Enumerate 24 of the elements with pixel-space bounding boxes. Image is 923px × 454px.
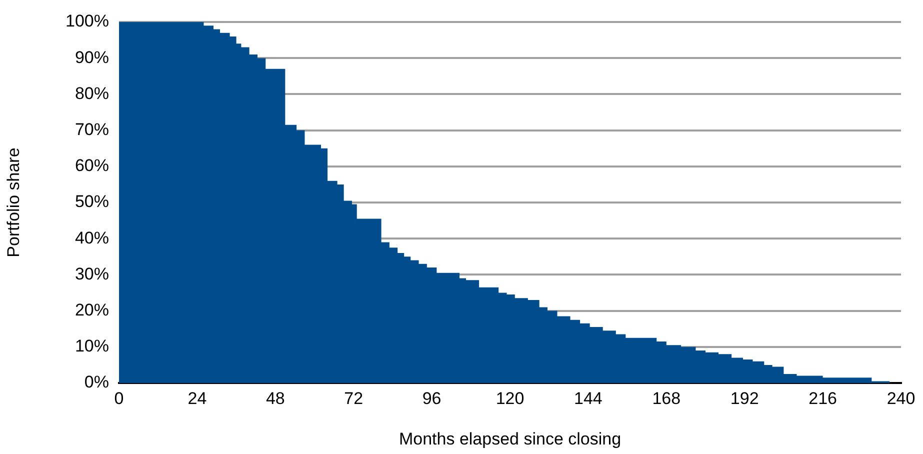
y-axis-title: Portfolio share [4, 148, 23, 258]
x-tick-label: 0 [114, 388, 124, 408]
y-tick-label: 60% [74, 156, 109, 176]
y-tick-label: 90% [74, 48, 109, 67]
x-tick-label: 168 [652, 388, 681, 408]
x-tick-label: 144 [574, 388, 602, 408]
y-tick-label: 10% [74, 336, 109, 356]
y-tick-label: 40% [74, 228, 109, 248]
x-axis-title: Months elapsed since closing [398, 429, 622, 448]
x-tick-label: 240 [886, 388, 916, 408]
y-tick-label: 50% [74, 192, 109, 212]
x-tick-label: 96 [422, 388, 442, 408]
y-tick-label: 30% [74, 264, 109, 284]
x-tick-label: 48 [266, 388, 285, 408]
y-tick-label: 70% [74, 120, 109, 139]
x-tick-label: 120 [496, 388, 524, 408]
x-tick-label: 24 [188, 388, 207, 408]
y-tick-label: 0% [84, 372, 109, 392]
x-tick-label: 216 [808, 388, 837, 408]
x-tick-label: 72 [344, 388, 364, 408]
x-tick-label: 192 [730, 388, 759, 408]
y-tick-label: 100% [66, 12, 109, 31]
y-tick-label: 20% [74, 300, 109, 320]
y-tick-label: 80% [74, 84, 109, 103]
